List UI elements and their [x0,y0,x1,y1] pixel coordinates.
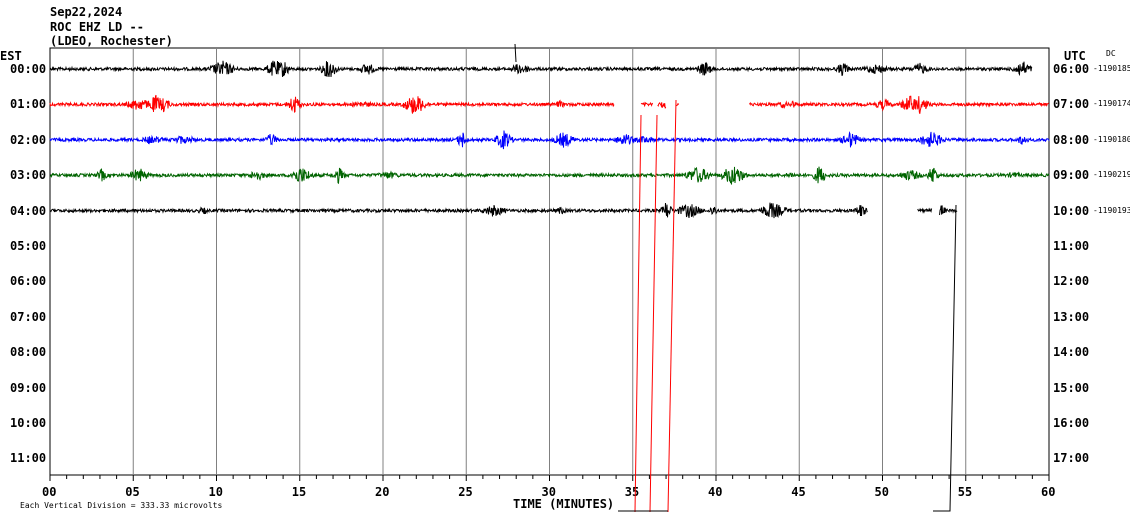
est-hour-label: 10:00 [10,416,47,430]
trace-0300 [49,166,1050,185]
trace-0100 [49,94,615,114]
dc-offset: -1190174 [1093,99,1130,109]
network-label: (LDEO, Rochester) [50,34,173,48]
x-tick-label: 15 [291,485,307,499]
station-label: ROC EHZ LD -- [50,20,144,34]
trace-0200 [49,130,1050,150]
utc-hour-label: 13:00 [1053,309,1090,324]
dc-offset: -1190193 [1093,205,1130,215]
x-tick-label: 50 [874,485,889,499]
x-tick-label: 55 [957,485,973,499]
x-tick-label: 30 [541,485,556,499]
x-tick-label: 45 [791,485,806,499]
trace-0400 [939,205,958,216]
trace-0100 [640,101,654,108]
utc-hour-label: 14:00 [1053,345,1090,360]
x-tick-label: 60 [1041,485,1056,499]
trace-0000 [49,60,1033,78]
utc-label: UTC [1064,49,1086,63]
trace-0100 [748,95,1049,114]
offscale-spike [933,204,957,512]
utc-hour-label: 08:00 [1053,132,1090,147]
utc-hour-label: 11:00 [1053,239,1090,253]
est-hour-label: 04:00 [10,203,47,218]
x-tick-label: 00 [42,485,57,499]
dc-offset: -1190219 [1093,170,1130,180]
date-label: Sep22,2024 [50,5,123,19]
utc-hour-label: 10:00 [1053,203,1090,218]
utc-hour-label: 17:00 [1053,451,1090,466]
est-hour-label: 06:00 [10,274,47,289]
trace-0100 [675,102,680,107]
scale-note: Each Vertical Division = 333.33 microvol… [20,501,223,510]
est-hour-label: 00:00 [10,62,47,76]
x-tick-label: 05 [125,485,140,499]
offscale-spike [649,114,658,513]
est-hour-label: 08:00 [10,345,47,360]
offscale-spike [667,99,677,513]
est-hour-label: 05:00 [10,239,47,253]
x-tick-label: 20 [375,485,390,499]
utc-hour-label: 06:00 [1053,62,1090,76]
x-tick-label: 25 [458,485,473,499]
est-hour-label: 01:00 [10,97,47,112]
x-tick-label: 10 [208,485,223,499]
utc-hour-label: 09:00 [1053,168,1090,183]
spike [514,43,517,63]
est-label: EST [0,49,22,63]
trace-0400 [49,202,868,219]
dc-offset: -1190180 [1093,134,1130,144]
est-hour-label: 03:00 [10,168,47,183]
dc-label: DC [1106,49,1116,58]
utc-hour-label: 16:00 [1053,416,1090,430]
offscale-spike [634,114,642,513]
est-hour-label: 07:00 [10,309,47,324]
utc-hour-label: 07:00 [1053,97,1090,112]
dc-offset: -1190185 [1093,64,1130,73]
trace-0100 [657,101,667,109]
x-tick-label: 40 [708,485,723,499]
trace-0400 [917,207,933,214]
est-hour-label: 09:00 [10,380,47,395]
utc-hour-label: 12:00 [1053,274,1090,289]
x-axis-label: TIME (MINUTES) [513,497,615,511]
est-hour-label: 02:00 [10,132,47,147]
est-hour-label: 11:00 [10,451,47,466]
utc-hour-label: 15:00 [1053,380,1090,395]
